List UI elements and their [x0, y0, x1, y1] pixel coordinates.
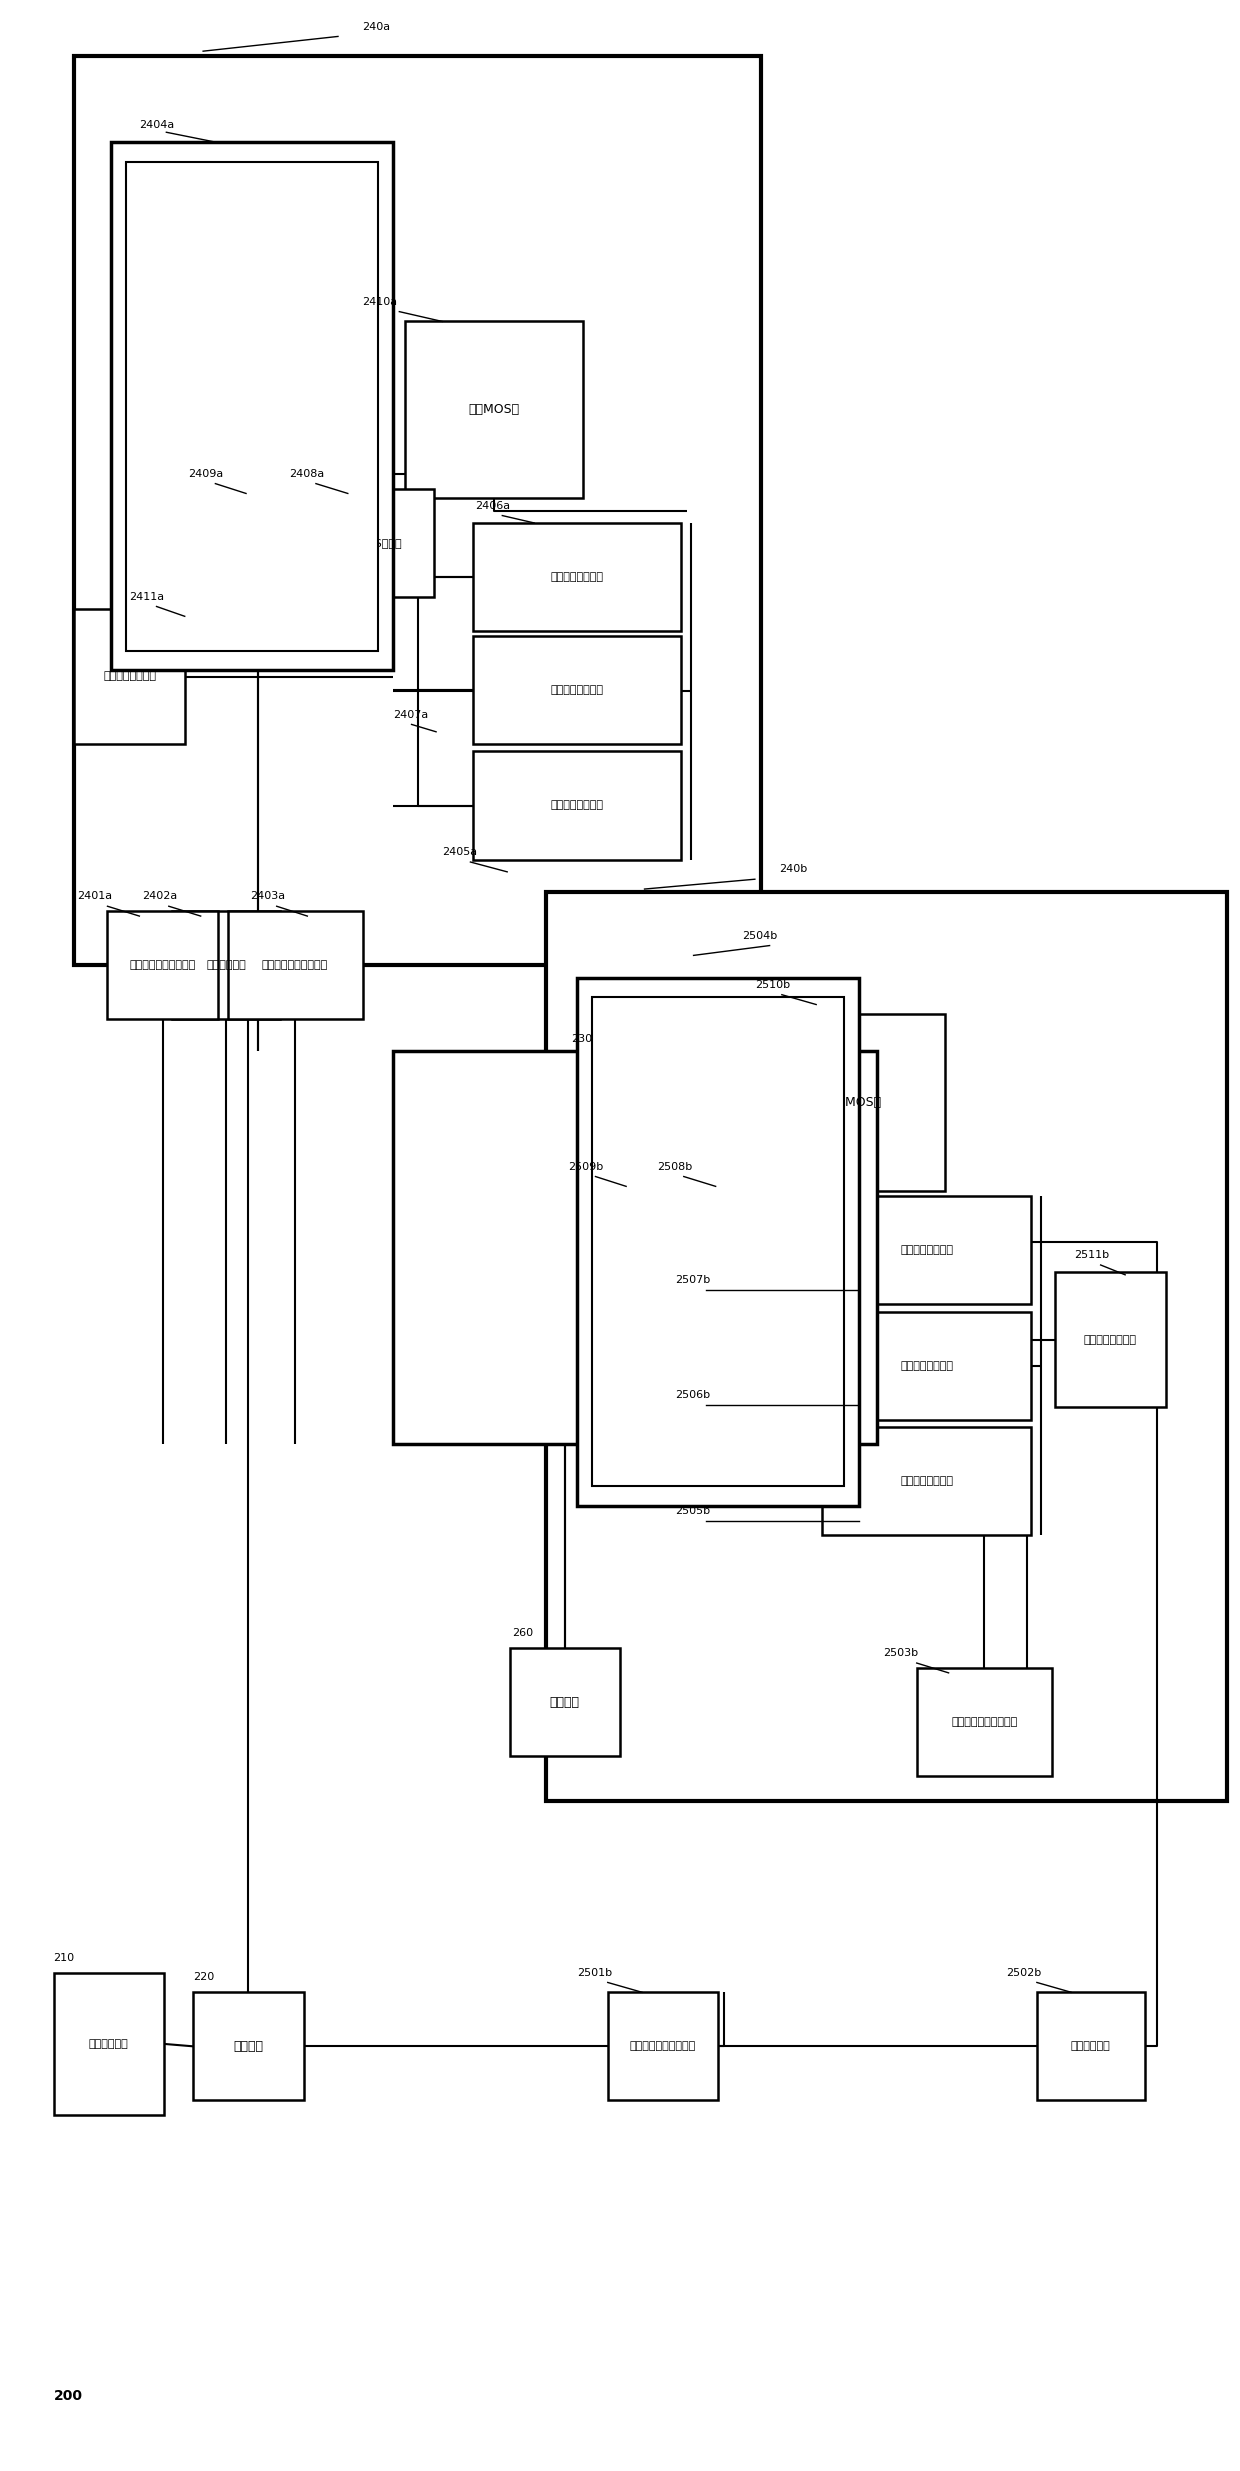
Text: 第二输入电压检测电路: 第二输入电压检测电路 [630, 2041, 696, 2051]
Bar [608, 1992, 718, 2100]
Text: 200: 200 [53, 2389, 83, 2402]
Text: 第二谐
振电路: 第二谐 振电路 [693, 1211, 743, 1273]
Text: 2505b: 2505b [675, 1505, 711, 1515]
Text: 第一MOS驱动器: 第一MOS驱动器 [343, 539, 402, 549]
Text: 第二电流检测电路: 第二电流检测电路 [900, 1362, 954, 1371]
Bar [768, 1016, 945, 1191]
Text: 2410a: 2410a [362, 297, 398, 306]
Text: 第一信息解码电路: 第一信息解码电路 [551, 571, 604, 583]
Text: 第一输出电压检测电路: 第一输出电压检测电路 [262, 961, 329, 971]
Text: 240b: 240b [780, 865, 807, 875]
Text: 微处理器: 微处理器 [599, 1233, 672, 1263]
Bar [172, 912, 280, 1018]
Text: 第一调压电路: 第一调压电路 [238, 539, 278, 549]
Text: 2404a: 2404a [139, 119, 175, 131]
Bar [472, 751, 681, 860]
Text: 2408a: 2408a [289, 469, 324, 479]
Text: 2510b: 2510b [755, 981, 790, 991]
Bar [593, 1176, 672, 1285]
Bar [53, 1972, 164, 2115]
Text: 第二MOS管: 第二MOS管 [831, 1097, 882, 1109]
Text: 第二输出电压检测电路: 第二输出电压检测电路 [951, 1717, 1017, 1727]
Bar [577, 979, 859, 1505]
Text: 第一电流检测电路: 第一电流检测电路 [551, 684, 604, 694]
Bar [472, 635, 681, 744]
Text: 第一MOS管: 第一MOS管 [469, 403, 520, 418]
Bar [472, 524, 681, 630]
Text: 第一谐
振电路: 第一谐 振电路 [227, 376, 277, 437]
Bar [916, 1668, 1052, 1777]
Text: 2507b: 2507b [675, 1275, 711, 1285]
Text: 2501b: 2501b [577, 1967, 613, 1977]
Text: 第二降压电路: 第二降压电路 [1071, 2041, 1111, 2051]
Bar [1037, 1992, 1145, 2100]
Bar [822, 1428, 1030, 1534]
Bar [228, 912, 362, 1018]
Text: 2506b: 2506b [675, 1391, 711, 1401]
Text: 第二温度检测电路: 第二温度检测电路 [1084, 1334, 1137, 1344]
Text: 第二调压电路: 第二调压电路 [613, 1226, 652, 1236]
Bar [108, 912, 218, 1018]
Text: 260: 260 [512, 1628, 533, 1638]
Text: 第一温度检测电路: 第一温度检测电路 [103, 672, 156, 682]
Bar [591, 998, 844, 1485]
Text: 240a: 240a [362, 22, 391, 32]
Bar [393, 1050, 878, 1446]
Text: 第一电压检测电路: 第一电压检测电路 [551, 801, 604, 810]
Text: 2411a: 2411a [129, 591, 165, 600]
Text: 230: 230 [570, 1033, 591, 1043]
Text: 210: 210 [53, 1952, 74, 1962]
Bar [678, 1176, 801, 1285]
Bar [311, 489, 434, 596]
Text: 发光模块: 发光模块 [549, 1695, 580, 1710]
Text: 2403a: 2403a [249, 892, 285, 902]
Text: 2402a: 2402a [141, 892, 177, 902]
Text: 第一降压电路: 第一降压电路 [207, 961, 247, 971]
Text: 2406a: 2406a [475, 502, 511, 511]
Bar [74, 57, 761, 966]
Bar [74, 608, 185, 744]
Text: 220: 220 [193, 1972, 215, 1982]
Bar [822, 1312, 1030, 1421]
Text: 第二MOS驱动器: 第二MOS驱动器 [711, 1226, 770, 1236]
Text: 第二电压检测电路: 第二电压检测电路 [900, 1475, 954, 1485]
Bar [216, 489, 301, 596]
Bar [405, 321, 583, 499]
Bar [822, 1196, 1030, 1305]
Text: 2508b: 2508b [657, 1161, 692, 1171]
Text: 电源输入端口: 电源输入端口 [89, 2039, 129, 2048]
Text: 第二信息解码电路: 第二信息解码电路 [900, 1245, 954, 1255]
Text: 稳压电路: 稳压电路 [233, 2041, 263, 2053]
Text: 2509b: 2509b [568, 1161, 604, 1171]
Text: 2405a: 2405a [443, 848, 477, 857]
Text: 2502b: 2502b [1006, 1967, 1042, 1977]
Bar [193, 1992, 304, 2100]
Text: 2401a: 2401a [77, 892, 112, 902]
Bar [1055, 1273, 1166, 1408]
Text: 第一输入电压检测电路: 第一输入电压检测电路 [129, 961, 196, 971]
Text: 2409a: 2409a [188, 469, 223, 479]
Bar [112, 143, 393, 670]
Text: 2503b: 2503b [884, 1648, 919, 1658]
Bar [510, 1648, 620, 1757]
Text: 2511b: 2511b [1074, 1250, 1109, 1260]
Text: 2504b: 2504b [743, 932, 777, 941]
Text: 2407a: 2407a [393, 709, 428, 719]
Bar [126, 161, 378, 650]
Bar [547, 892, 1226, 1801]
